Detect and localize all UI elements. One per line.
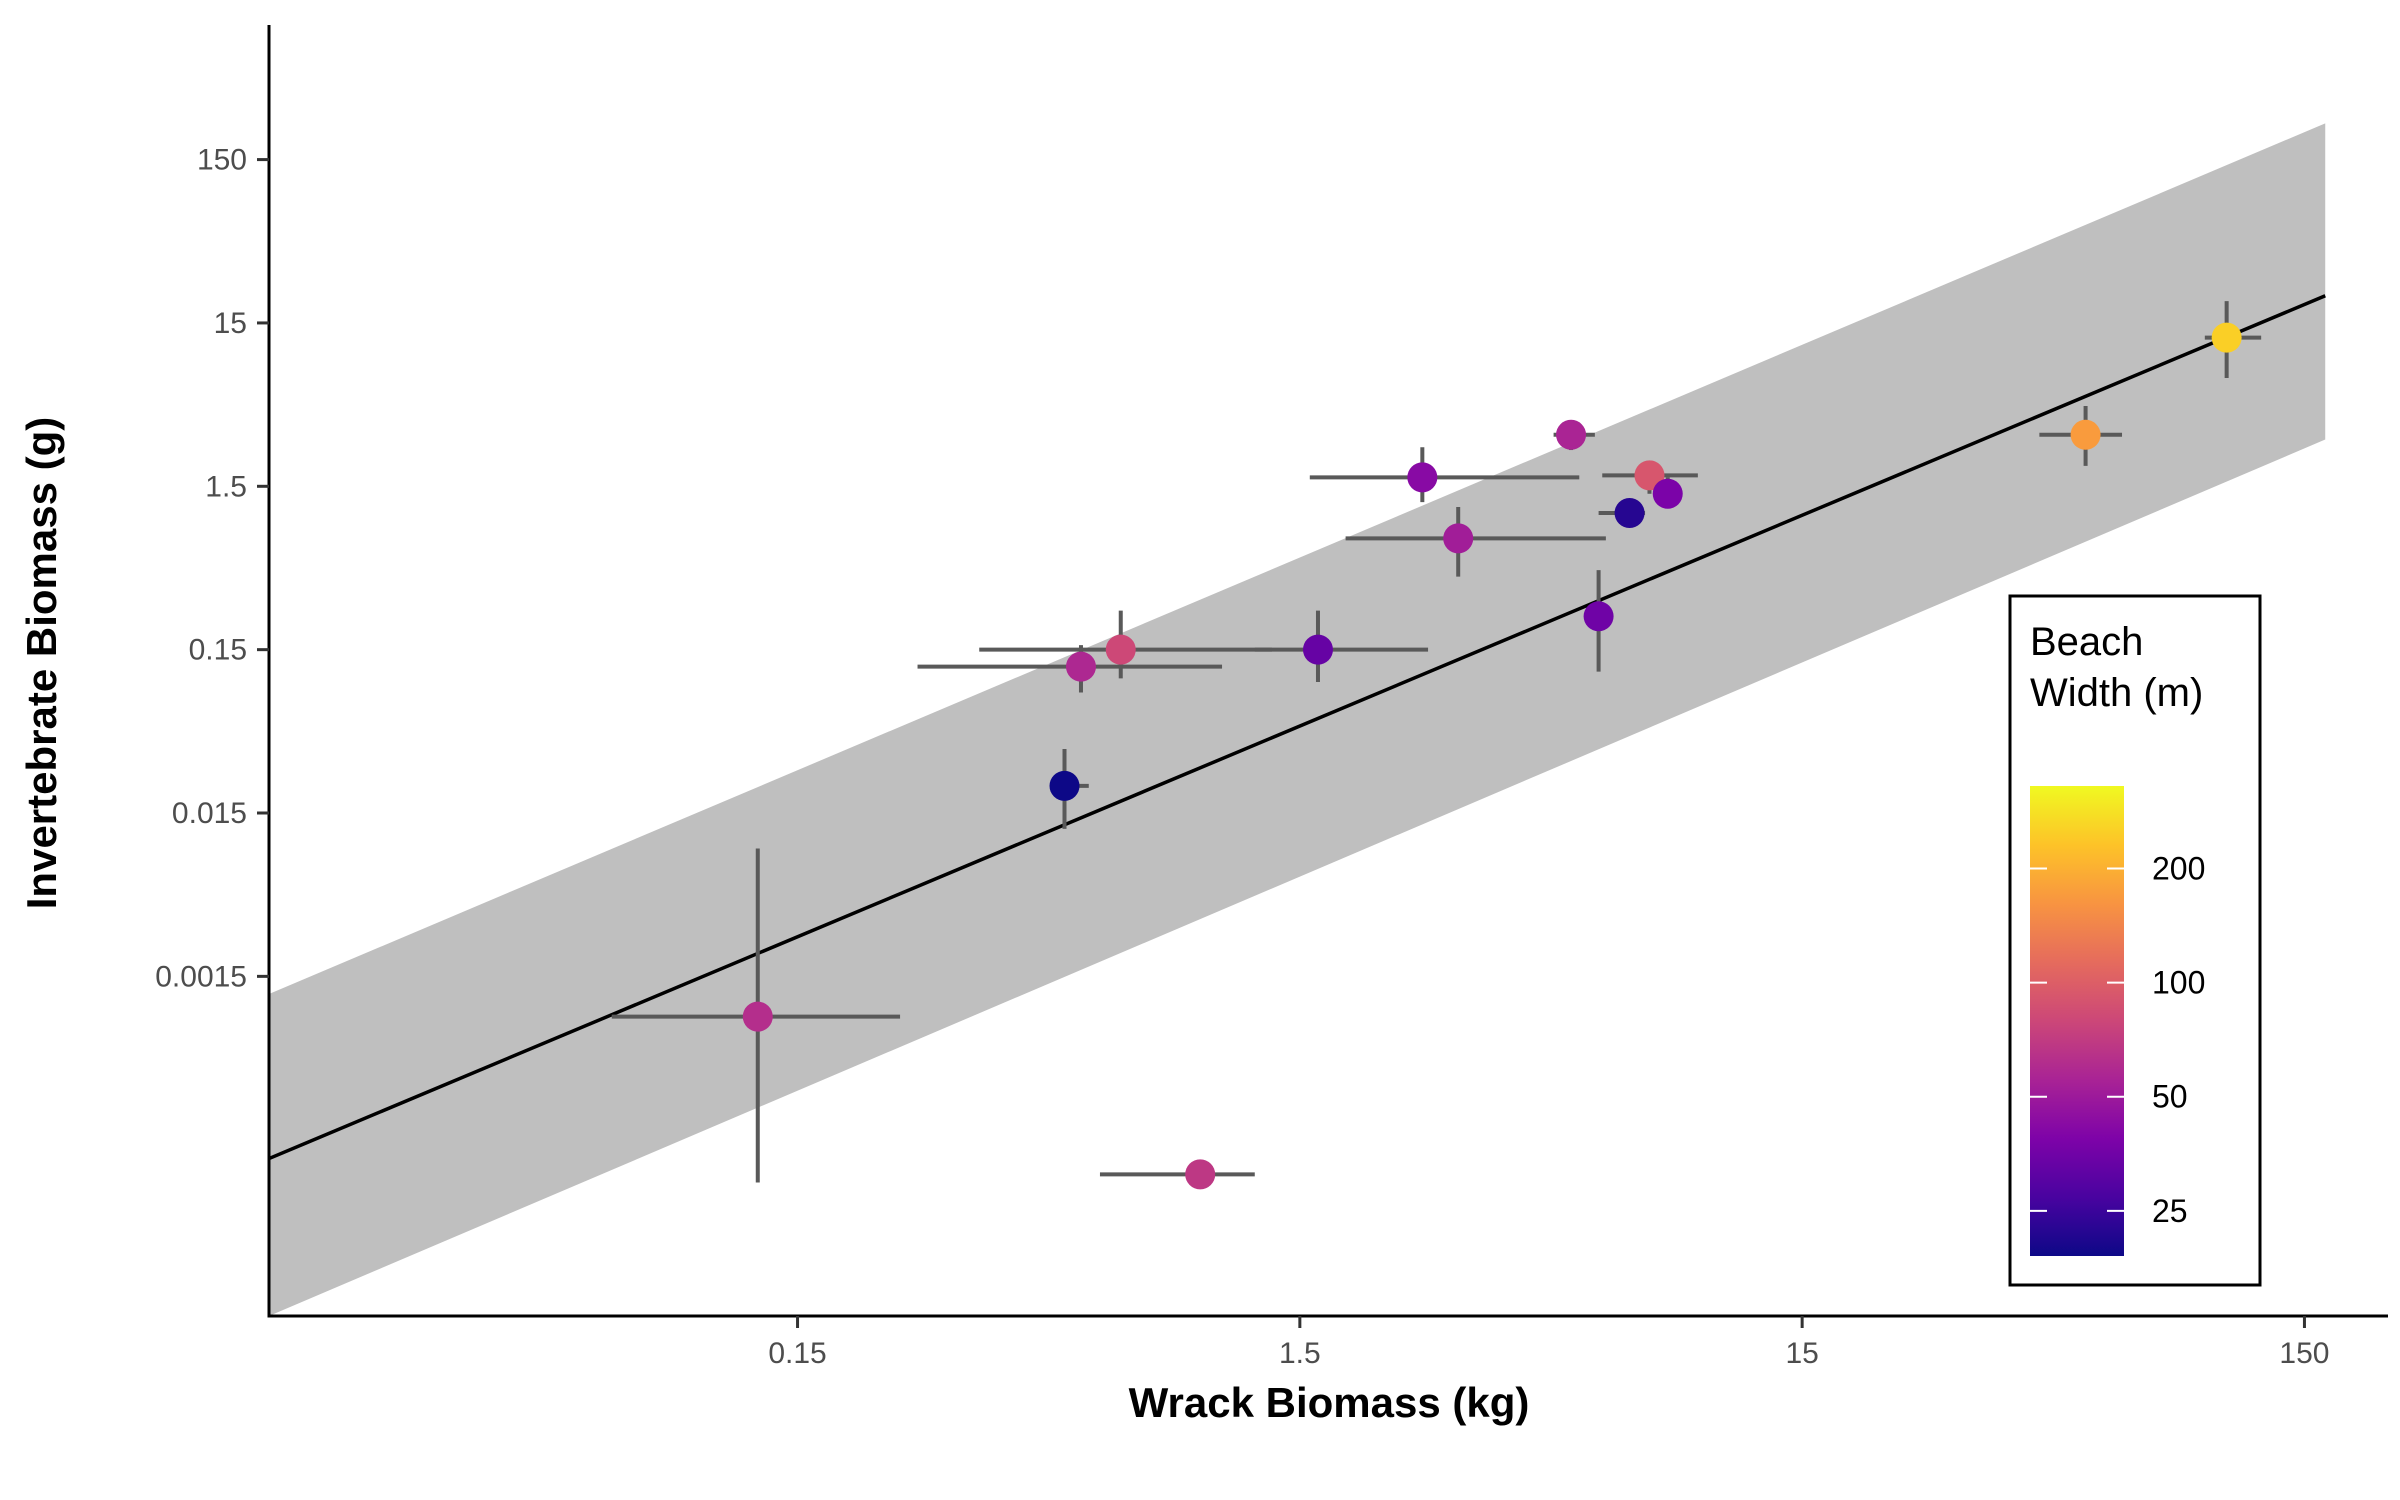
y-tick-label: 1.5 — [205, 470, 247, 503]
x-tick-label: 150 — [2279, 1337, 2329, 1370]
data-point — [1443, 523, 1474, 554]
y-tick-label: 15 — [214, 307, 247, 340]
legend-title-line-2: Width (m) — [2030, 671, 2203, 715]
data-point — [1185, 1159, 1216, 1190]
legend-title-line-1: Beach — [2030, 620, 2143, 664]
colorbar-gradient — [2030, 786, 2124, 1256]
colorbar-tick-label: 25 — [2152, 1193, 2188, 1229]
y-tick-label: 0.015 — [172, 797, 247, 830]
x-tick-label: 0.15 — [768, 1337, 826, 1370]
y-axis-title: Invertebrate Biomass (g) — [18, 417, 65, 909]
axes: 0.15 1.5 15 150 0.0015 0.015 0.15 1.5 15 150 — [155, 25, 2388, 1370]
data-point — [1407, 462, 1438, 493]
data-point — [1634, 460, 1665, 491]
colorbar-legend: Beach Width (m) 25 50 100 200 — [2008, 594, 2262, 1287]
data-point — [742, 1001, 773, 1032]
colorbar-ticks: 25 50 100 200 — [2030, 850, 2205, 1229]
data-point — [2211, 322, 2242, 353]
data-point — [1652, 478, 1683, 509]
regression-line-layer — [268, 294, 2326, 1161]
data-point — [1049, 770, 1080, 801]
data-point — [1065, 651, 1096, 682]
x-tick-label: 1.5 — [1279, 1337, 1321, 1370]
colorbar-tick-label: 200 — [2152, 850, 2205, 886]
data-point — [2070, 419, 2101, 450]
data-point — [1556, 419, 1587, 450]
data-point — [1105, 634, 1136, 665]
x-axis-title: Wrack Biomass (kg) — [1129, 1379, 1530, 1426]
data-point-layer — [742, 322, 2242, 1190]
colorbar-tick-label: 50 — [2152, 1079, 2188, 1115]
regression-line — [268, 294, 2326, 1161]
data-point — [1614, 497, 1645, 528]
x-tick-label: 15 — [1785, 1337, 1818, 1370]
y-tick-label: 0.15 — [189, 634, 247, 667]
data-point — [1583, 601, 1614, 632]
y-tick-label: 0.0015 — [155, 960, 247, 993]
y-tick-label: 150 — [197, 144, 247, 177]
colorbar-tick-label: 100 — [2152, 965, 2205, 1001]
data-point — [1302, 634, 1333, 665]
